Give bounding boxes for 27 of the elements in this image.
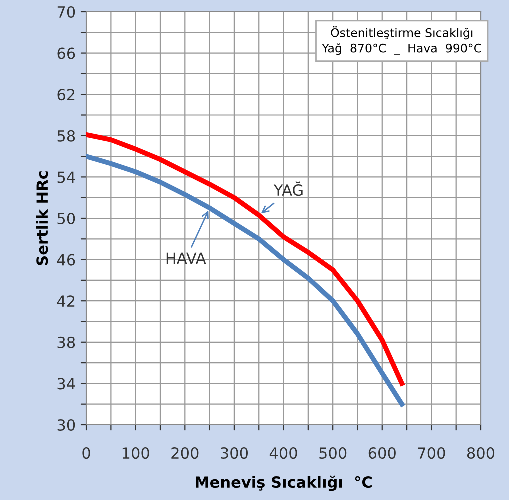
- y-tick-label: 38: [58, 336, 76, 348]
- line-series: [86, 132, 405, 386]
- y-tick-label: 46: [57, 254, 76, 266]
- y-tick-label: 30: [58, 419, 76, 432]
- y-tick-label: 70: [58, 6, 76, 18]
- annotation: Östenitleştirme Sıcaklığı Yağ 870°C _ Hava 990°C: [322, 26, 482, 56]
- annotation: HAVA: [166, 252, 206, 264]
- y-tick-label: 50: [58, 212, 76, 225]
- y-tick-label: 62: [58, 89, 75, 101]
- x-tick-label: 600: [368, 447, 396, 460]
- x-tick-label: 800: [467, 447, 495, 460]
- annotation: YAĞ: [274, 182, 303, 196]
- y-tick-label: 66: [58, 48, 76, 60]
- x-tick-label: 0: [82, 447, 90, 460]
- x-tick-label: 500: [320, 447, 347, 460]
- x-tick-label: 700: [418, 447, 446, 460]
- y-tick-label: 42: [57, 296, 75, 307]
- y-tick-label: 34: [58, 378, 76, 390]
- x-axis-title: Meneviş Sıcaklığı °C: [196, 476, 372, 492]
- x-tick-label: 300: [221, 447, 248, 460]
- y-axis-title: Sertlik HRc: [36, 172, 48, 266]
- x-tick-label: 400: [270, 447, 298, 460]
- y-tick-label: 58: [58, 130, 76, 142]
- x-tick-label: 100: [122, 447, 150, 460]
- x-tick-label: 200: [172, 447, 199, 460]
- y-tick-label: 54: [58, 172, 76, 184]
- line-series: [86, 154, 405, 407]
